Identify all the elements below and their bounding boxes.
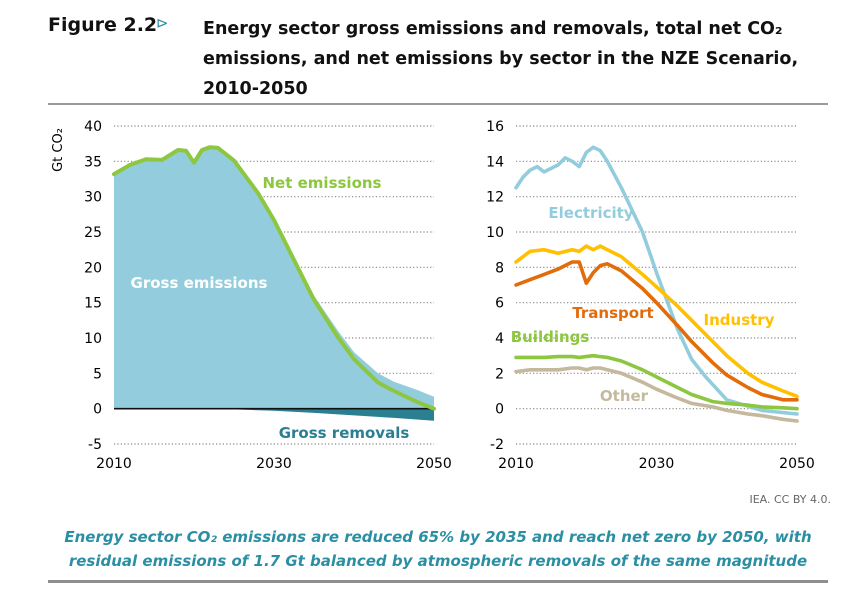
figure-title-line-1: Energy sector gross emissions and remova… xyxy=(203,19,783,39)
caption-line-2: residual emissions of 1.7 Gt balanced by… xyxy=(68,552,808,570)
net-emissions-label: Net emissions xyxy=(263,174,382,192)
transport-label: Transport xyxy=(572,304,653,322)
other-label: Other xyxy=(600,387,649,405)
left-chart-y-tick-label: 15 xyxy=(84,296,102,312)
figure-label: Figure 2.2 xyxy=(48,14,158,36)
left-chart-y-tick-label: 20 xyxy=(84,260,102,276)
right-chart-x-tick-label: 2050 xyxy=(779,456,815,472)
right-chart-y-tick-label: 10 xyxy=(486,225,504,241)
right-chart-y-tick-label: 2 xyxy=(495,366,504,382)
transport-line xyxy=(514,260,799,402)
gross-emissions-area xyxy=(114,147,434,409)
left-chart-y-axis-label: Gt CO₂ xyxy=(51,128,66,172)
figure-title-line-3: 2010-2050 xyxy=(203,79,308,99)
right-chart-y-tick-label: 14 xyxy=(486,154,504,170)
right-chart-x-tick-label: 2030 xyxy=(639,456,675,472)
industry-line xyxy=(514,244,799,399)
buildings-label: Buildings xyxy=(511,328,590,346)
caption-line-1: Energy sector CO₂ emissions are reduced … xyxy=(64,528,812,546)
gross-removals-area xyxy=(114,408,434,421)
electricity-label: Electricity xyxy=(548,204,633,222)
left-chart-y-tick-label: -5 xyxy=(88,437,102,453)
net-emissions-line xyxy=(112,145,436,411)
figure-title-line-2: emissions, and net emissions by sector i… xyxy=(203,49,799,69)
left-chart-y-tick-label: 30 xyxy=(84,190,102,206)
bottom-divider xyxy=(48,580,828,583)
right-chart-y-tick-label: 12 xyxy=(486,190,504,206)
right-chart-y-tick-label: 16 xyxy=(486,119,504,135)
right-chart-y-tick-label: 0 xyxy=(495,402,504,418)
left-chart-y-tick-label: 0 xyxy=(93,402,102,418)
left-chart-y-tick-label: 40 xyxy=(84,119,102,135)
right-chart-x-tick-label: 2010 xyxy=(498,456,534,472)
right-chart-y-tick-label: 6 xyxy=(495,296,504,312)
gross-emissions-label: Gross emissions xyxy=(131,274,268,292)
right-chart-y-tick-label: -2 xyxy=(490,437,504,453)
figure-arrow-icon: ⊳ xyxy=(156,14,169,32)
buildings-line xyxy=(514,353,799,411)
credit-text: IEA. CC BY 4.0. xyxy=(749,493,831,506)
right-chart-y-tick-label: 8 xyxy=(495,260,504,276)
left-chart-y-tick-label: 10 xyxy=(84,331,102,347)
figure-caption: Energy sector CO₂ emissions are reduced … xyxy=(48,525,828,573)
industry-label: Industry xyxy=(704,311,775,329)
left-chart-y-tick-label: 25 xyxy=(84,225,102,241)
left-chart-x-tick-label: 2010 xyxy=(96,456,132,472)
left-chart-y-tick-label: 5 xyxy=(93,366,102,382)
left-chart-y-tick-label: 35 xyxy=(84,154,102,170)
left-chart-x-tick-label: 2050 xyxy=(416,456,452,472)
gross-removals-label: Gross removals xyxy=(279,424,410,442)
left-chart-x-tick-label: 2030 xyxy=(256,456,292,472)
right-chart-y-tick-label: 4 xyxy=(495,331,504,347)
other-line xyxy=(514,366,799,423)
top-divider xyxy=(48,103,828,105)
figure-title: Energy sector gross emissions and remova… xyxy=(203,14,803,104)
electricity-line xyxy=(514,145,799,416)
